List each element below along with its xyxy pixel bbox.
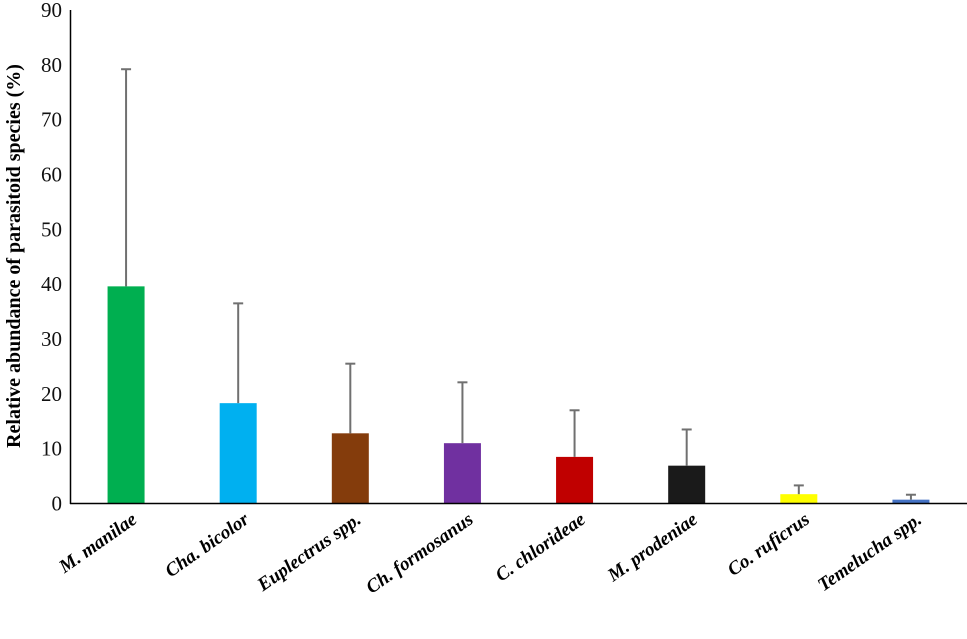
y-tick-label: 20 — [41, 382, 62, 406]
bar — [443, 443, 481, 504]
x-tick-label: C. chlorideae — [492, 509, 590, 586]
x-tick-label: Cha. bicolor — [161, 509, 253, 582]
bar — [892, 499, 930, 504]
y-tick-label: 50 — [41, 217, 62, 241]
y-tick-label: 60 — [41, 163, 62, 187]
y-axis-label: Relative abundance of parasitoid species… — [3, 64, 25, 448]
bar — [556, 456, 594, 504]
bar — [668, 465, 706, 504]
x-tick-label: Ch. formosanus — [362, 509, 477, 598]
bar — [331, 433, 369, 504]
x-tick-label: Euplectrus spp. — [253, 509, 365, 596]
bar — [219, 403, 257, 504]
bar — [780, 494, 818, 504]
x-tick-label: M. prodeniae — [603, 509, 702, 587]
y-tick-label: 10 — [41, 437, 62, 461]
y-tick-label: 40 — [41, 272, 62, 296]
y-tick-label: 30 — [41, 327, 62, 351]
y-tick-label: 0 — [52, 492, 63, 516]
x-tick-label: Temelucha spp. — [814, 509, 926, 596]
y-tick-label: 90 — [41, 0, 62, 22]
bar — [107, 286, 145, 504]
y-tick-label: 80 — [41, 53, 62, 77]
x-tick-label: Co. ruficrus — [724, 509, 814, 581]
x-tick-label: M. manilae — [55, 509, 142, 579]
y-tick-label: 70 — [41, 108, 62, 132]
